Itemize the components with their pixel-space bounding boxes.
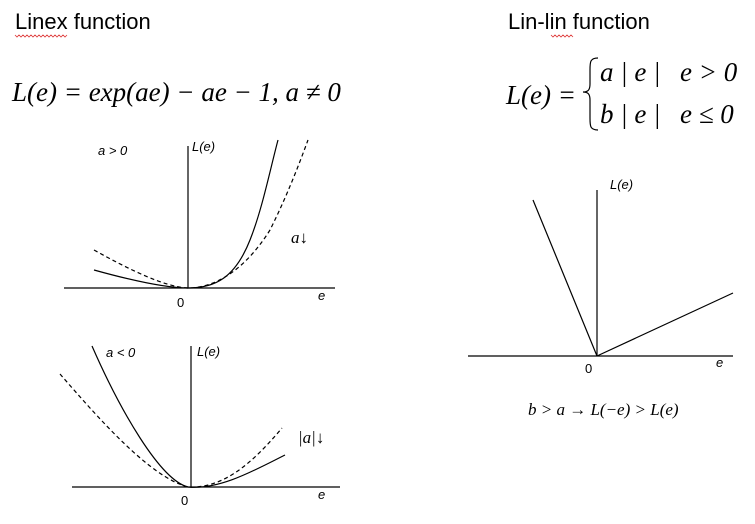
annotation-abs-a-decrease: |a|↓ (298, 428, 324, 447)
case1-expression: a | e | (600, 57, 661, 87)
spellcheck-underline (14, 34, 68, 38)
x-axis-label: e (318, 487, 325, 502)
condition-label: a > 0 (98, 143, 128, 158)
left-line-steep (532, 199, 598, 357)
reference-curve-dashed (93, 139, 309, 289)
linex-title: Linex function (15, 9, 151, 34)
y-axis-label: L(e) (192, 139, 215, 154)
reference-curve-dashed (59, 373, 283, 488)
linlin-plot: L(e) 0 e (468, 177, 734, 376)
linlin-formula: L(e) = a | e | e > 0 b | e | e ≤ 0 (505, 57, 738, 131)
annotation-a-decrease: a↓ (291, 228, 308, 247)
left-brace (582, 57, 599, 131)
right-line-shallow (596, 292, 734, 357)
linlin-note: b > a → L(−e) > L(e) (528, 400, 679, 419)
case2-condition: e ≤ 0 (680, 99, 734, 129)
linex-curve (93, 139, 279, 289)
linex-top-plot: a > 0 L(e) 0 e a↓ (64, 139, 335, 310)
y-axis-label: L(e) (610, 177, 633, 192)
case2-expression: b | e | (600, 99, 661, 129)
case1-condition: e > 0 (680, 57, 738, 87)
linex-curve (91, 345, 286, 488)
linex-bottom-plot: a < 0 L(e) 0 e |a|↓ (59, 344, 340, 508)
origin-label: 0 (177, 295, 184, 310)
linlin-title: Lin-lin function (508, 9, 650, 34)
origin-label: 0 (585, 361, 592, 376)
x-axis-label: e (716, 355, 723, 370)
condition-label: a < 0 (106, 345, 136, 360)
linex-formula: L(e) = exp(ae) − ae − 1, a ≠ 0 (11, 77, 341, 107)
origin-label: 0 (181, 493, 188, 508)
x-axis-label: e (318, 288, 325, 303)
y-axis-label: L(e) (197, 344, 220, 359)
spellcheck-underline (550, 34, 574, 38)
formula-lhs: L(e) = (505, 80, 576, 110)
